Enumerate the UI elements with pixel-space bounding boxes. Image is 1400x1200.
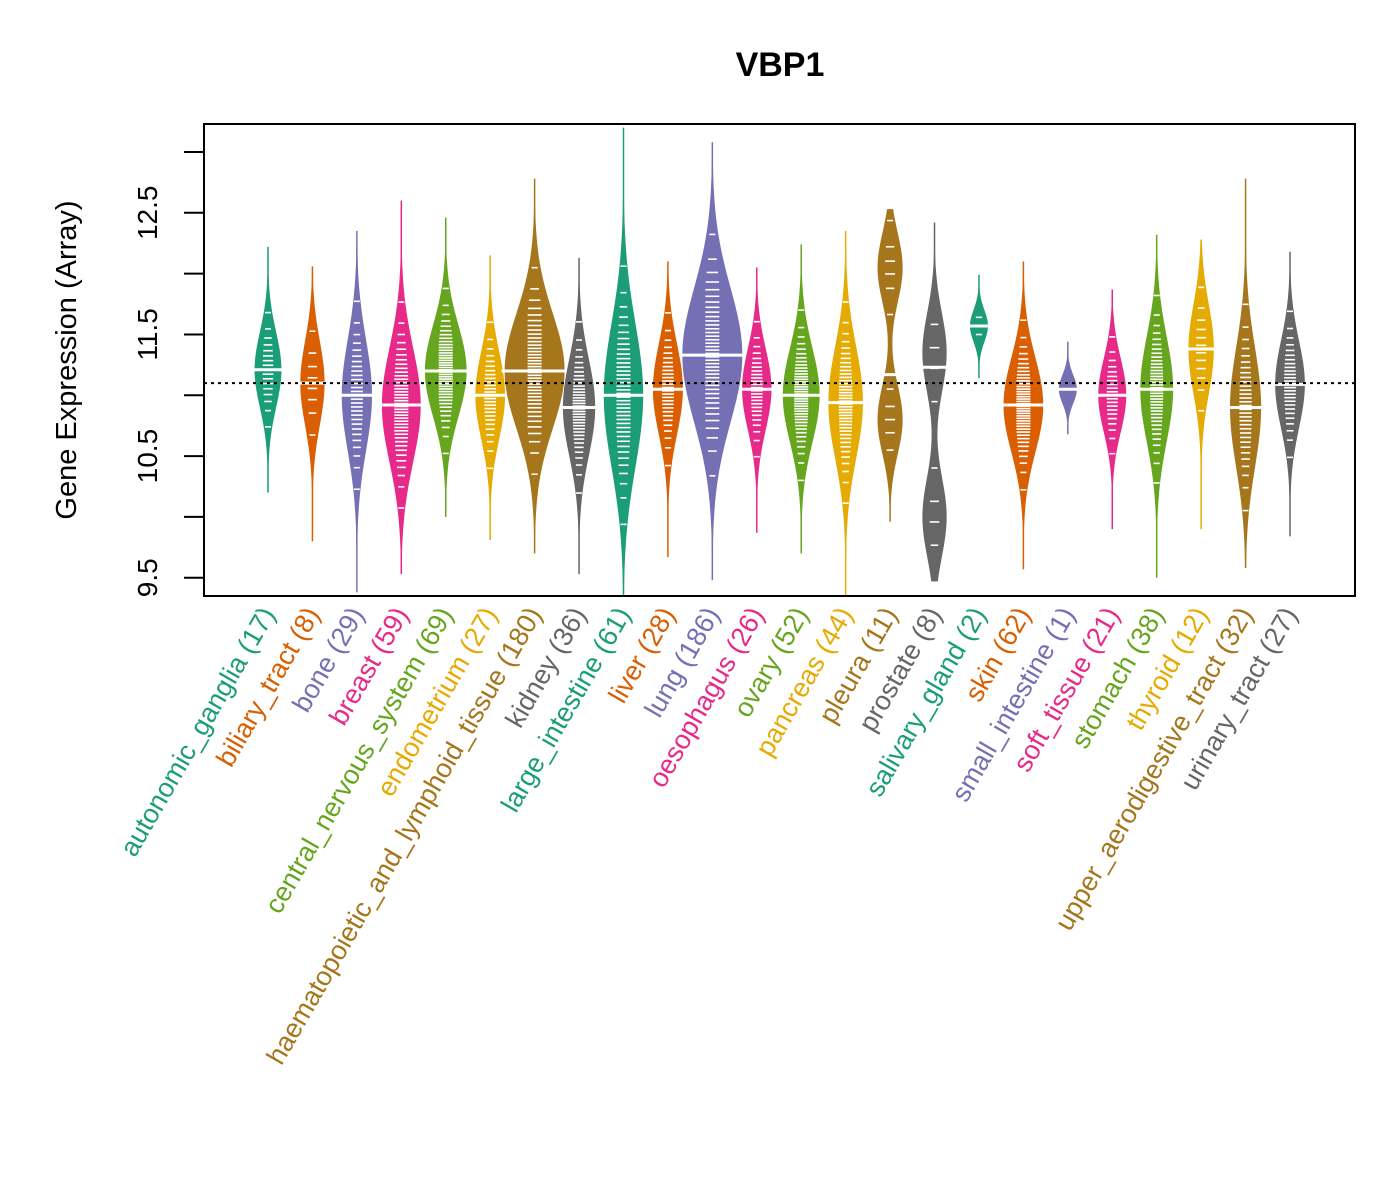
y-tick-label: 9.5 [132, 558, 163, 597]
bean-prostate [920, 222, 949, 582]
bean-endometrium [472, 255, 509, 541]
bean-lung [679, 142, 746, 581]
y-tick-label: 12.5 [132, 186, 163, 241]
bean-pancreas [825, 231, 866, 596]
beans-layer [251, 127, 1308, 597]
bean-small_intestine [1055, 341, 1080, 435]
bean-stomach [1137, 234, 1177, 578]
bean-density [381, 200, 421, 575]
bean-oesophagus [739, 267, 775, 533]
chart-title: VBP1 [736, 46, 825, 84]
bean-upper_aerodigestive_tract [1226, 178, 1265, 569]
bean-density [475, 255, 506, 541]
bean-density [562, 257, 596, 575]
bean-salivary_gland [966, 274, 991, 379]
bean-skin [1000, 261, 1047, 570]
bean-kidney [559, 257, 599, 575]
bean-density [1140, 234, 1174, 578]
bean-bone [338, 231, 376, 593]
bean-large_intestine [600, 127, 647, 597]
bean-biliary_tract [297, 266, 328, 542]
bean-urinary_tract [1272, 251, 1308, 537]
bean-density [603, 127, 644, 597]
bean-pleura [877, 209, 903, 522]
bean-thyroid [1185, 239, 1217, 530]
bean-density [300, 266, 325, 542]
y-tick-label: 10.5 [132, 429, 163, 484]
plot-frame [203, 123, 1356, 597]
bean-density [828, 231, 863, 596]
bean-density [877, 209, 903, 522]
bean-density [682, 142, 743, 581]
bean-soft_tissue [1095, 289, 1130, 530]
bean-ovary [779, 244, 823, 554]
bean-central_nervous_system [421, 217, 470, 517]
y-axis: 9.5 10.5 11.5 12.5 [132, 150, 204, 597]
x-axis-labels: autonomic_ganglia (17)biliary_tract (8)b… [114, 602, 1303, 1069]
bean-haematopoietic_and_lymphoid_tissue [501, 178, 568, 554]
bean-density [1188, 239, 1214, 530]
bean-liver [649, 261, 686, 558]
bean-autonomic_ganglia [251, 246, 285, 493]
bean-density [652, 261, 683, 558]
y-tick-label: 11.5 [132, 308, 163, 360]
y-axis-label: Gene Expression (Array) [51, 200, 83, 519]
bean-breast [378, 200, 424, 575]
